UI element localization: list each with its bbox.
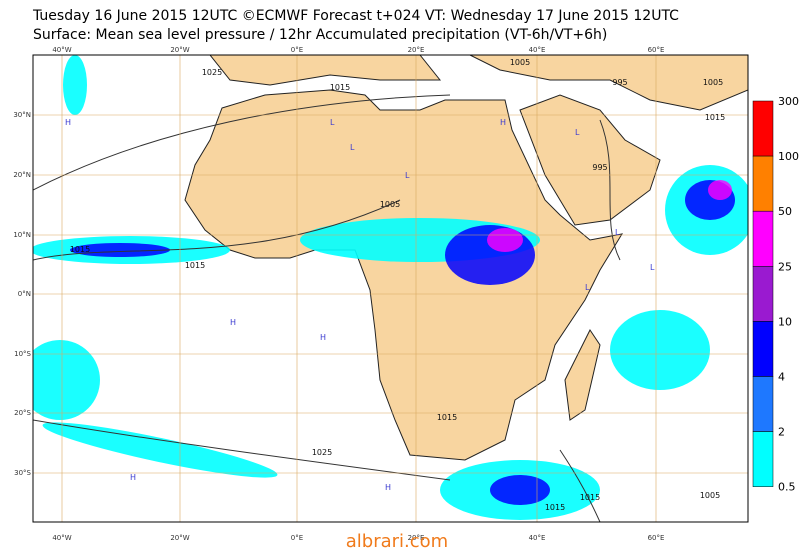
- pressure-center: L: [405, 171, 410, 180]
- lat-label: 0°N: [18, 290, 31, 298]
- pressure-center: L: [575, 128, 580, 137]
- colorbar-label: 300: [778, 95, 799, 108]
- pressure-center: L: [615, 228, 620, 237]
- colorbar-segment: [752, 210, 774, 267]
- lon-label-top: 40°E: [529, 46, 546, 54]
- map-labels: 40°W 40°W 20°W 20°W 0°E 0°E 20°E 20°E 40°E 40°E 60…: [13, 46, 725, 542]
- title: Tuesday 16 June 2015 12UTC ©ECMWF Foreca…: [32, 8, 679, 24]
- isobar-label: 995: [592, 163, 607, 172]
- pressure-center: H: [230, 318, 236, 327]
- isobar-label: 1015: [580, 493, 600, 502]
- lon-label-top: 20°E: [408, 46, 425, 54]
- colorbar-label: 100: [778, 150, 799, 163]
- isobar-label: 1005: [510, 58, 530, 67]
- colorbar-segment: [752, 266, 774, 322]
- isobar-label: 1025: [202, 68, 222, 77]
- colorbar-label: 10: [778, 315, 792, 328]
- lon-label-top: 20°W: [170, 46, 189, 54]
- lon-label-top: 0°E: [291, 46, 303, 54]
- lon-label-top: 60°E: [648, 46, 665, 54]
- watermark: albrari.com: [346, 531, 448, 550]
- pressure-center: H: [320, 333, 326, 342]
- lat-label: 10°S: [14, 350, 31, 358]
- colorbar: 300 100 50 25 10 4 2 0.5: [752, 95, 799, 494]
- lon-label-top: 40°W: [52, 46, 71, 54]
- colorbar-segment: [752, 155, 774, 212]
- pressure-center: H: [500, 118, 506, 127]
- map-frame: [32, 54, 749, 523]
- pressure-center: L: [350, 143, 355, 152]
- lat-label: 30°N: [13, 111, 31, 119]
- pressure-center: L: [585, 283, 590, 292]
- lon-label: 40°W: [52, 534, 71, 542]
- colorbar-label: 0.5: [778, 481, 796, 494]
- lon-label: 40°E: [529, 534, 546, 542]
- lon-label: 0°E: [291, 534, 303, 542]
- colorbar-segment: [752, 431, 774, 487]
- colorbar-segment: [752, 321, 774, 377]
- isobar-label: 995: [612, 78, 627, 87]
- lat-label: 30°S: [14, 469, 31, 477]
- colorbar-segment: [752, 100, 774, 157]
- isobar-label: 1005: [703, 78, 723, 87]
- subtitle: Surface: Mean sea level pressure / 12hr …: [33, 27, 607, 43]
- isobar-label: 1015: [185, 261, 205, 270]
- pressure-center: L: [650, 263, 655, 272]
- pressure-center: H: [385, 483, 391, 492]
- lon-label: 20°W: [170, 534, 189, 542]
- colorbar-label: 50: [778, 205, 792, 218]
- isobar-label: 1015: [545, 503, 565, 512]
- lon-label: 60°E: [648, 534, 665, 542]
- colorbar-segment: [752, 376, 774, 432]
- isobar-label: 1005: [380, 200, 400, 209]
- colorbar-label: 25: [778, 260, 792, 273]
- colorbar-label: 2: [778, 426, 785, 439]
- lat-label: 20°N: [13, 171, 31, 179]
- pressure-center: H: [130, 473, 136, 482]
- isobar-label: 1015: [705, 113, 725, 122]
- lat-label: 10°N: [13, 231, 31, 239]
- colorbar-label: 4: [778, 371, 785, 384]
- pressure-center: H: [65, 118, 71, 127]
- lat-label: 20°S: [14, 409, 31, 417]
- isobar-label: 1025: [312, 448, 332, 457]
- isobar-label: 1015: [437, 413, 457, 422]
- map-area: [33, 55, 748, 522]
- isobar-label: 1005: [700, 491, 720, 500]
- lon-label: 20°E: [408, 534, 425, 542]
- pressure-center: L: [330, 118, 335, 127]
- graticule: [33, 55, 748, 522]
- isobar-label: 1015: [330, 83, 350, 92]
- isobar-label: 1015: [70, 245, 90, 254]
